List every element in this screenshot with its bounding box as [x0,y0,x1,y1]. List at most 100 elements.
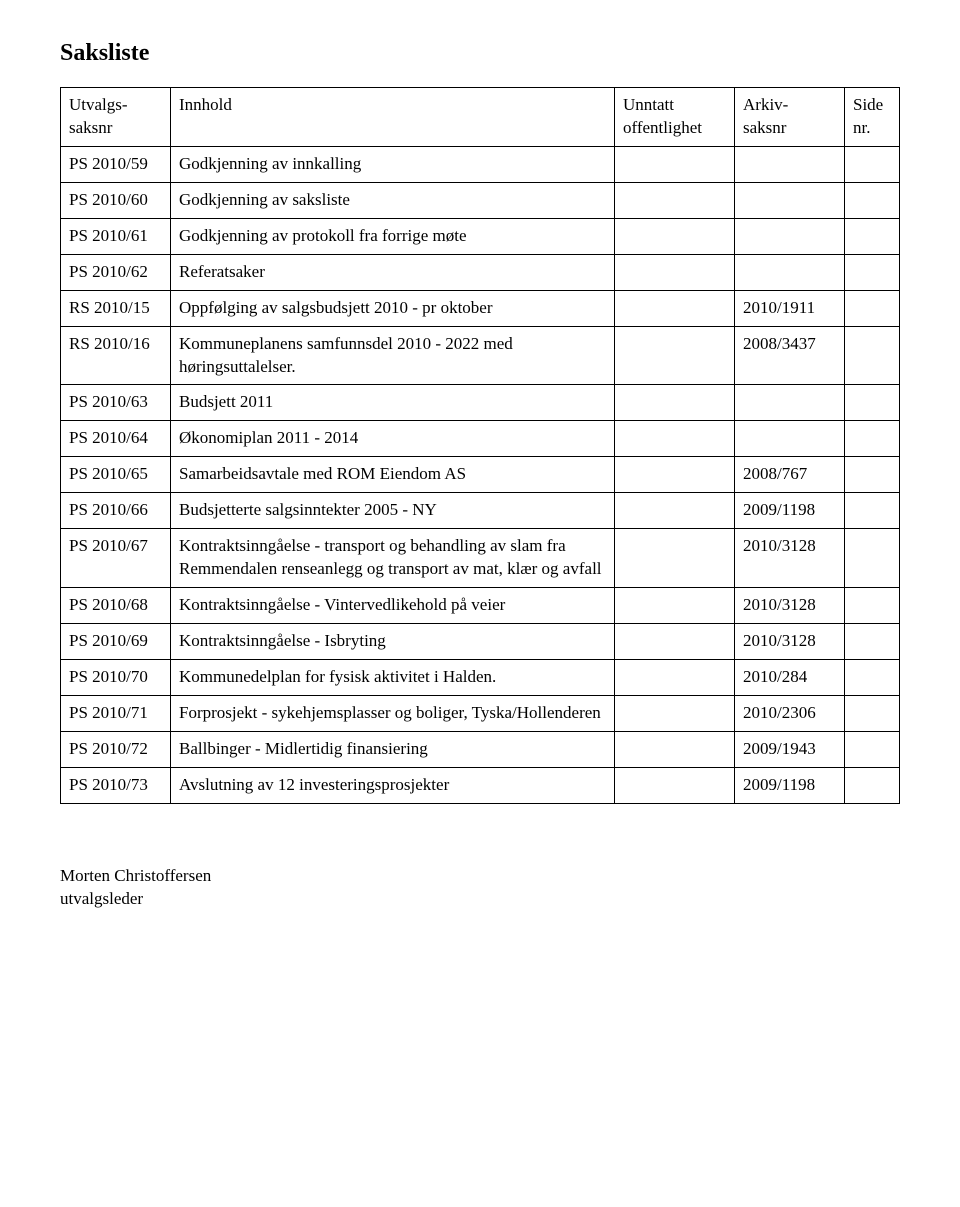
cell-c3 [615,659,735,695]
table-row: PS 2010/59Godkjenning av innkalling [61,146,900,182]
table-row: PS 2010/62Referatsaker [61,254,900,290]
cell-c3 [615,290,735,326]
cell-c1: PS 2010/64 [61,421,171,457]
cell-c2: Oppfølging av salgsbudsjett 2010 - pr ok… [171,290,615,326]
cell-c1: PS 2010/59 [61,146,171,182]
cell-c5 [845,421,900,457]
saksliste-table: Utvalgs-saksnr Innhold Unntattoffentligh… [60,87,900,804]
col-innhold: Innhold [171,88,615,147]
cell-c5 [845,493,900,529]
cell-c3 [615,326,735,385]
cell-c5 [845,767,900,803]
cell-c3 [615,731,735,767]
cell-c1: PS 2010/73 [61,767,171,803]
cell-c5 [845,731,900,767]
table-row: PS 2010/60Godkjenning av saksliste [61,182,900,218]
cell-c1: PS 2010/71 [61,695,171,731]
cell-c5 [845,529,900,588]
cell-c2: Godkjenning av innkalling [171,146,615,182]
cell-c4 [735,218,845,254]
cell-c5 [845,385,900,421]
cell-c4 [735,254,845,290]
cell-c3 [615,624,735,660]
table-row: PS 2010/68Kontraktsinngåelse - Vinterved… [61,588,900,624]
table-row: RS 2010/15Oppfølging av salgsbudsjett 20… [61,290,900,326]
cell-c4: 2009/1198 [735,767,845,803]
cell-c4: 2009/1943 [735,731,845,767]
cell-c2: Kontraktsinngåelse - Isbryting [171,624,615,660]
col-utvalgssaksnr: Utvalgs-saksnr [61,88,171,147]
cell-c4: 2010/284 [735,659,845,695]
cell-c4: 2010/1911 [735,290,845,326]
table-row: PS 2010/67Kontraktsinngåelse - transport… [61,529,900,588]
cell-c1: RS 2010/15 [61,290,171,326]
cell-c1: PS 2010/69 [61,624,171,660]
cell-c4 [735,385,845,421]
cell-c4: 2008/767 [735,457,845,493]
table-row: PS 2010/69Kontraktsinngåelse - Isbryting… [61,624,900,660]
cell-c1: PS 2010/61 [61,218,171,254]
cell-c4: 2010/3128 [735,529,845,588]
cell-c1: PS 2010/68 [61,588,171,624]
cell-c1: PS 2010/62 [61,254,171,290]
table-row: PS 2010/72Ballbinger - Midlertidig finan… [61,731,900,767]
table-header-row: Utvalgs-saksnr Innhold Unntattoffentligh… [61,88,900,147]
table-row: PS 2010/66Budsjetterte salgsinntekter 20… [61,493,900,529]
cell-c2: Kontraktsinngåelse - Vintervedlikehold p… [171,588,615,624]
cell-c5 [845,182,900,218]
cell-c5 [845,588,900,624]
cell-c5 [845,659,900,695]
cell-c4 [735,182,845,218]
cell-c4: 2010/3128 [735,624,845,660]
signature-block: Morten Christoffersen utvalgsleder [60,864,900,912]
table-row: PS 2010/61Godkjenning av protokoll fra f… [61,218,900,254]
cell-c1: PS 2010/65 [61,457,171,493]
table-row: PS 2010/63Budsjett 2011 [61,385,900,421]
cell-c4 [735,146,845,182]
cell-c3 [615,385,735,421]
cell-c1: RS 2010/16 [61,326,171,385]
cell-c1: PS 2010/72 [61,731,171,767]
cell-c2: Budsjett 2011 [171,385,615,421]
cell-c5 [845,254,900,290]
cell-c3 [615,493,735,529]
cell-c5 [845,290,900,326]
cell-c2: Økonomiplan 2011 - 2014 [171,421,615,457]
cell-c3 [615,182,735,218]
cell-c2: Kommuneplanens samfunnsdel 2010 - 2022 m… [171,326,615,385]
cell-c5 [845,624,900,660]
cell-c2: Forprosjekt - sykehjemsplasser og bolige… [171,695,615,731]
cell-c4: 2008/3437 [735,326,845,385]
cell-c1: PS 2010/70 [61,659,171,695]
cell-c2: Kontraktsinngåelse - transport og behand… [171,529,615,588]
cell-c3 [615,146,735,182]
cell-c2: Samarbeidsavtale med ROM Eiendom AS [171,457,615,493]
col-sidenr: Sidenr. [845,88,900,147]
cell-c2: Budsjetterte salgsinntekter 2005 - NY [171,493,615,529]
cell-c4: 2010/2306 [735,695,845,731]
page-title: Saksliste [60,40,900,67]
cell-c3 [615,695,735,731]
cell-c5 [845,695,900,731]
table-row: PS 2010/73Avslutning av 12 investeringsp… [61,767,900,803]
cell-c2: Avslutning av 12 investeringsprosjekter [171,767,615,803]
signature-name: Morten Christoffersen [60,864,900,888]
table-row: PS 2010/65Samarbeidsavtale med ROM Eiend… [61,457,900,493]
table-row: RS 2010/16Kommuneplanens samfunnsdel 201… [61,326,900,385]
cell-c2: Ballbinger - Midlertidig finansiering [171,731,615,767]
cell-c3 [615,421,735,457]
col-unntatt: Unntattoffentlighet [615,88,735,147]
cell-c1: PS 2010/67 [61,529,171,588]
cell-c5 [845,146,900,182]
cell-c2: Referatsaker [171,254,615,290]
cell-c2: Godkjenning av protokoll fra forrige møt… [171,218,615,254]
cell-c3 [615,588,735,624]
cell-c5 [845,218,900,254]
cell-c1: PS 2010/66 [61,493,171,529]
cell-c4 [735,421,845,457]
cell-c1: PS 2010/60 [61,182,171,218]
cell-c3 [615,218,735,254]
cell-c2: Kommunedelplan for fysisk aktivitet i Ha… [171,659,615,695]
table-row: PS 2010/70Kommunedelplan for fysisk akti… [61,659,900,695]
cell-c5 [845,457,900,493]
